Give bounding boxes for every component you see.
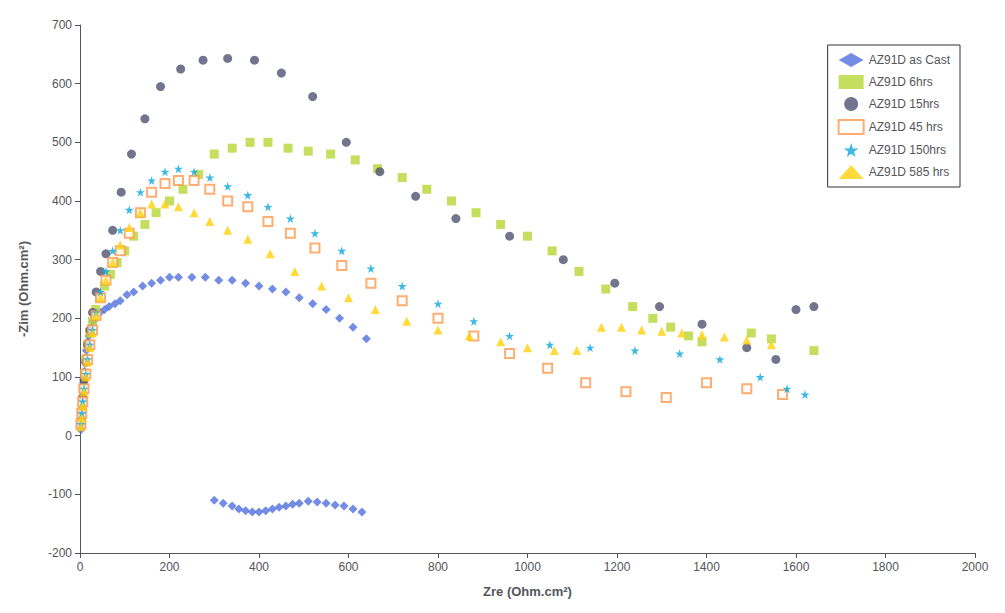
svg-text:AZ91D 150hrs: AZ91D 150hrs	[869, 143, 946, 157]
svg-text:AZ91D as Cast: AZ91D as Cast	[869, 53, 951, 67]
svg-text:100: 100	[52, 370, 72, 384]
svg-text:600: 600	[338, 560, 358, 574]
svg-text:AZ91D 585 hrs: AZ91D 585 hrs	[869, 165, 950, 179]
svg-text:500: 500	[52, 135, 72, 149]
svg-text:1600: 1600	[783, 560, 810, 574]
svg-text:0: 0	[65, 429, 72, 443]
svg-text:400: 400	[249, 560, 269, 574]
svg-text:800: 800	[428, 560, 448, 574]
svg-text:400: 400	[52, 194, 72, 208]
svg-text:-100: -100	[48, 487, 72, 501]
svg-text:Zre (Ohm.cm²): Zre (Ohm.cm²)	[483, 584, 572, 599]
svg-text:AZ91D 6hrs: AZ91D 6hrs	[869, 75, 933, 89]
svg-text:300: 300	[52, 253, 72, 267]
svg-text:1200: 1200	[604, 560, 631, 574]
svg-text:700: 700	[52, 18, 72, 32]
svg-text:1400: 1400	[693, 560, 720, 574]
svg-text:1000: 1000	[514, 560, 541, 574]
svg-text:2000: 2000	[962, 560, 989, 574]
svg-text:-Zim (Ohm.cm²): -Zim (Ohm.cm²)	[16, 241, 31, 337]
svg-text:200: 200	[159, 560, 179, 574]
svg-text:0: 0	[77, 560, 84, 574]
svg-text:1800: 1800	[872, 560, 899, 574]
svg-text:600: 600	[52, 77, 72, 91]
svg-text:AZ91D 15hrs: AZ91D 15hrs	[869, 97, 940, 111]
svg-text:AZ91D 45 hrs: AZ91D 45 hrs	[869, 120, 943, 134]
svg-text:200: 200	[52, 311, 72, 325]
svg-text:-200: -200	[48, 546, 72, 560]
